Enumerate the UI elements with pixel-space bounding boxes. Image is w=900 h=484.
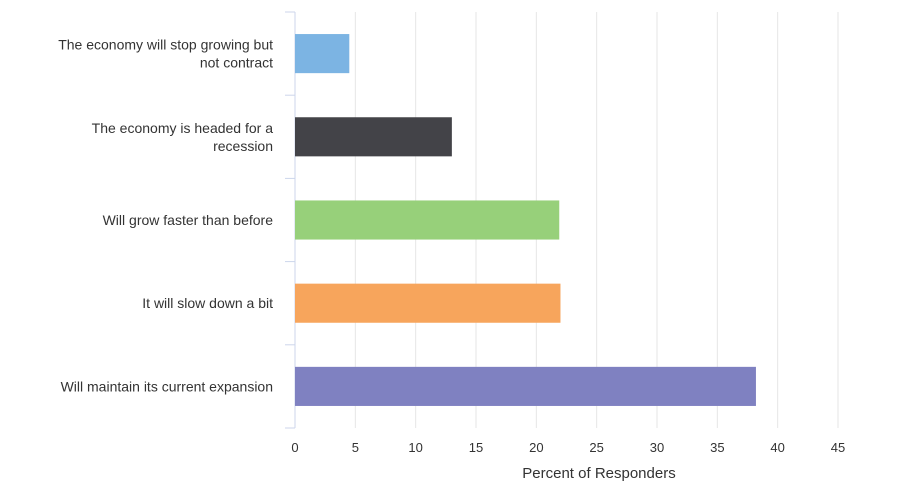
x-tick-label: 35 — [710, 440, 724, 455]
bar — [295, 283, 561, 323]
category-label: The economy will stop growing but not con… — [58, 37, 273, 71]
category-label: The economy is headed for a recession — [92, 120, 274, 154]
x-tick-label: 15 — [469, 440, 483, 455]
x-tick-label: 30 — [650, 440, 664, 455]
x-tick-label: 40 — [770, 440, 784, 455]
bars — [295, 34, 756, 406]
x-tick-label: 45 — [831, 440, 845, 455]
x-tick-label: 25 — [589, 440, 603, 455]
x-tick-label: 10 — [408, 440, 422, 455]
x-tick-label: 5 — [352, 440, 359, 455]
bar — [295, 117, 452, 157]
x-axis-title: Percent of Responders — [522, 465, 675, 482]
gridlines — [354, 12, 839, 428]
bar — [295, 34, 350, 74]
category-label: Will maintain its current expansion — [61, 378, 273, 394]
x-tick-labels: 0 5 10 15 20 25 30 35 40 45 — [291, 440, 845, 455]
category-label: It will slow down a bit — [142, 295, 273, 311]
category-label: Will grow faster than before — [103, 212, 274, 228]
bar — [295, 366, 756, 406]
x-tick-label: 20 — [529, 440, 543, 455]
x-tick-label: 0 — [291, 440, 298, 455]
category-labels: The economy will stop growing but not con… — [58, 37, 273, 395]
bar — [295, 200, 560, 240]
y-axis — [285, 11, 296, 429]
